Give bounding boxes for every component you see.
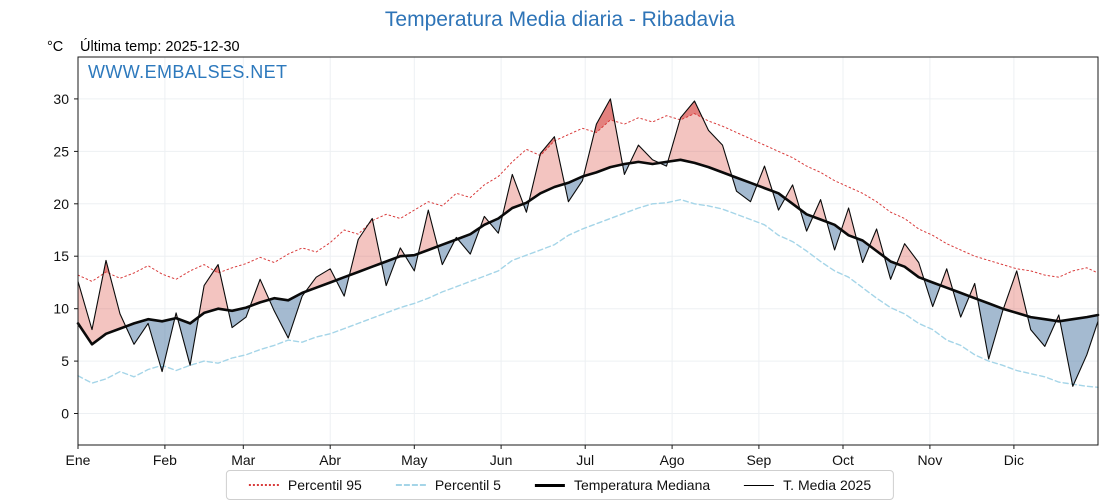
- legend-item-mediana: Temperatura Mediana: [534, 477, 711, 493]
- fill-region: [177, 317, 199, 366]
- legend-label-media-2025: T. Media 2025: [783, 477, 872, 493]
- y-tick-label: 20: [53, 196, 69, 212]
- t-media-2025-line: [77, 98, 1099, 387]
- fill-region: [539, 136, 556, 156]
- fill-region: [594, 98, 615, 133]
- fill-region: [583, 98, 623, 177]
- legend-label-percentil-5: Percentil 5: [434, 477, 501, 493]
- x-tick-label: Ene: [66, 452, 91, 468]
- fill-region: [103, 260, 110, 274]
- fill-region: [125, 318, 175, 372]
- x-tick-label: Dic: [1004, 452, 1024, 468]
- x-tick-label: Sep: [746, 452, 771, 468]
- x-tick-label: Feb: [153, 452, 177, 468]
- y-tick-label: 5: [61, 353, 69, 369]
- x-tick-label: Nov: [917, 452, 942, 468]
- fill-region: [969, 283, 978, 300]
- fill-region: [305, 268, 337, 292]
- fill-region: [884, 256, 897, 280]
- x-tick-label: Jul: [576, 452, 594, 468]
- legend-label-percentil-95: Percentil 95: [287, 477, 362, 493]
- y-tick-label: 30: [53, 91, 69, 107]
- x-tick-label: Ago: [660, 452, 685, 468]
- fill-region: [841, 208, 857, 239]
- percentil-95-line-sample-icon: [248, 484, 279, 486]
- fill-region: [418, 210, 438, 254]
- fill-region: [336, 275, 350, 297]
- plot-border: [77, 56, 1099, 446]
- x-tick-label: May: [401, 452, 427, 468]
- fill-region: [1027, 316, 1057, 347]
- fill-region: [78, 260, 126, 345]
- watermark: WWW.EMBALSES.NET: [88, 62, 288, 82]
- fill-region: [731, 175, 757, 202]
- fill-region: [785, 184, 800, 210]
- fill-region: [924, 279, 941, 307]
- legend-item-percentil-5: Percentil 5: [395, 477, 501, 493]
- fill-region: [629, 145, 660, 164]
- x-tick-label: Jun: [490, 452, 513, 468]
- legend-item-percentil-95: Percentil 95: [248, 477, 362, 493]
- fill-region: [772, 191, 786, 211]
- x-tick-label: Mar: [231, 452, 255, 468]
- fill-region: [667, 101, 732, 176]
- last-temp-annotation: Última temp: 2025-12-30: [80, 39, 240, 55]
- y-tick-label: 15: [53, 248, 69, 264]
- fill-region: [940, 268, 953, 290]
- fill-region: [826, 221, 842, 250]
- fill-region: [349, 218, 382, 276]
- chart-title: Temperatura Media diaria - Ribadavia: [384, 8, 736, 31]
- y-tick-label: 10: [53, 301, 69, 317]
- legend-label-mediana: Temperatura Mediana: [573, 477, 711, 493]
- mediana-line-sample-icon: [534, 483, 565, 487]
- y-axis-unit-label: °C: [47, 39, 64, 55]
- legend-item-media-2025: T. Media 2025: [744, 477, 871, 493]
- fill-region: [529, 136, 565, 201]
- fill-region: [1003, 270, 1028, 317]
- y-tick-label: 0: [61, 406, 69, 422]
- temperatura-mediana-line: [76, 158, 1100, 346]
- percentil-5-line: [77, 198, 1099, 388]
- x-tick-label: Abr: [319, 452, 341, 468]
- fill-region: [250, 279, 270, 307]
- x-tick-label: Oct: [832, 452, 854, 468]
- fill-region: [896, 243, 924, 280]
- fill-region: [977, 299, 1004, 359]
- legend: Percentil 95 Percentil 5 Temperatura Med…: [225, 470, 895, 500]
- media-2025-line-sample-icon: [744, 484, 775, 486]
- fill-region: [457, 227, 481, 255]
- fill-region: [800, 209, 813, 232]
- fill-region: [381, 257, 397, 286]
- fill-region: [679, 101, 703, 120]
- fill-region: [269, 291, 306, 338]
- fill-region: [869, 229, 885, 257]
- fill-region: [813, 199, 827, 222]
- percentil-5-line-sample-icon: [395, 484, 426, 486]
- fill-region: [757, 166, 773, 192]
- fill-region: [952, 290, 970, 318]
- percentil-95-line: [77, 113, 1099, 282]
- y-tick-label: 25: [53, 143, 69, 159]
